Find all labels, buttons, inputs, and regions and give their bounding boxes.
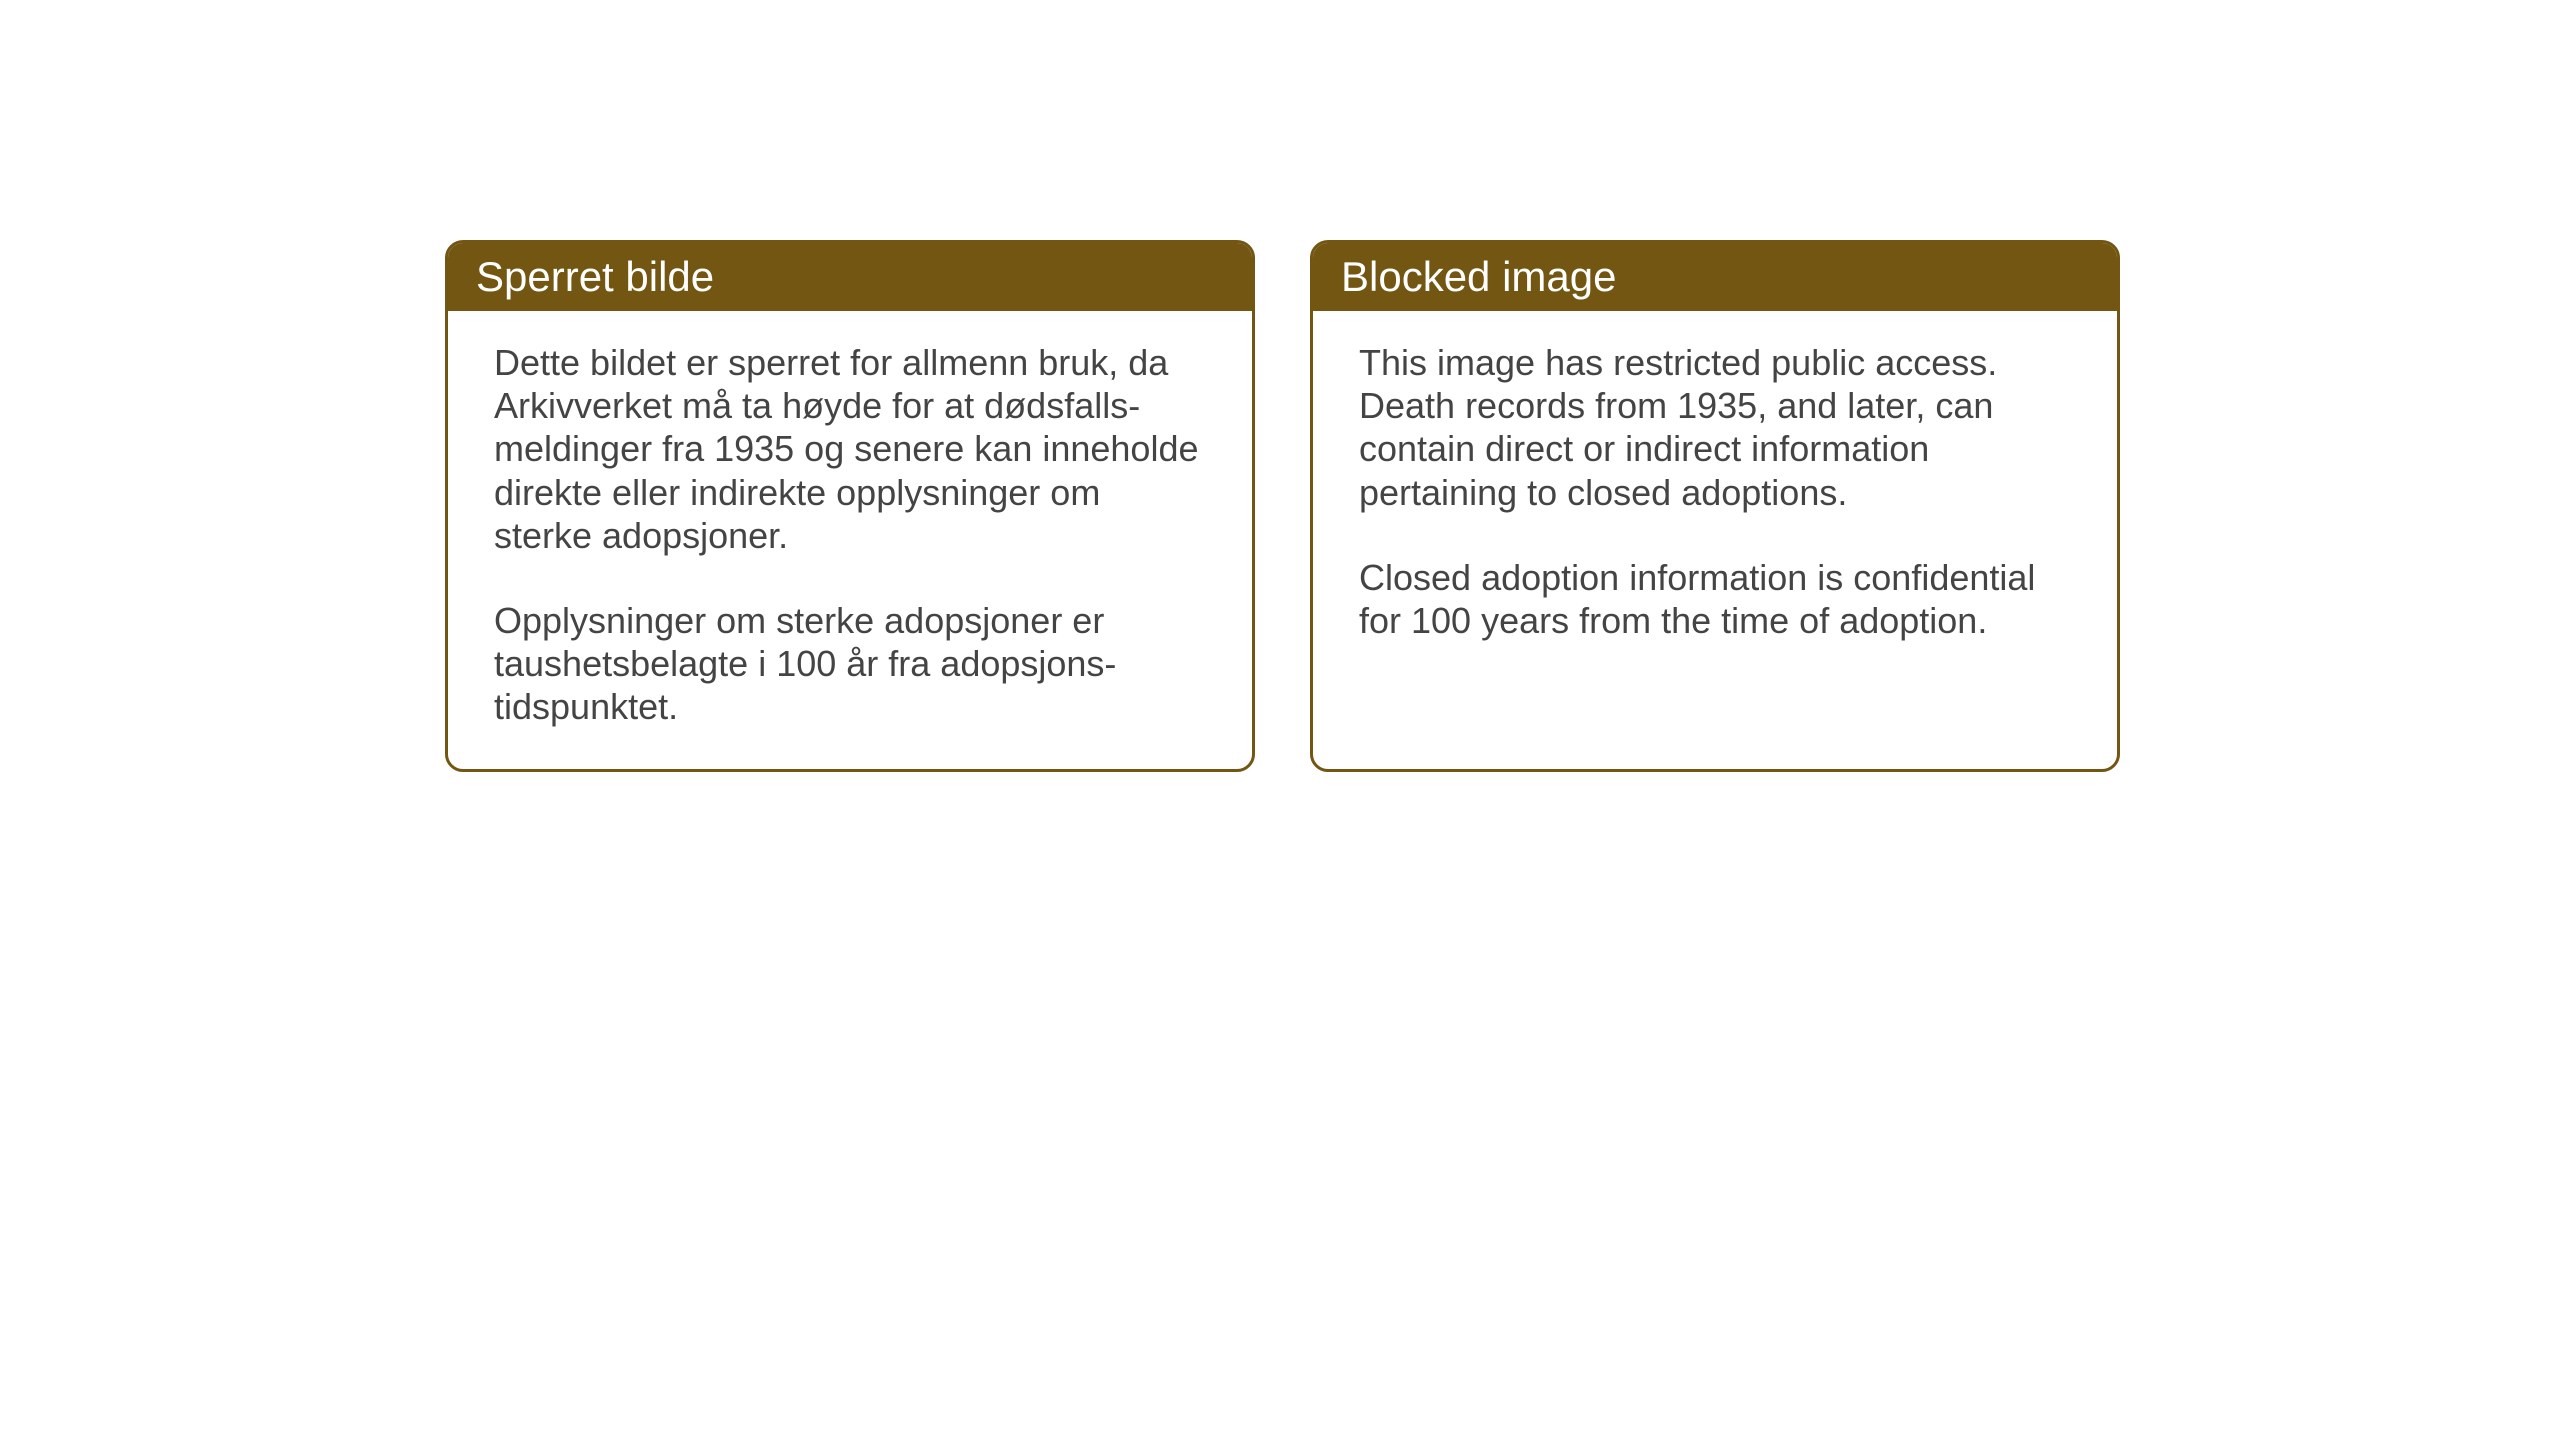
english-card-body: This image has restricted public access.…	[1313, 311, 2117, 682]
norwegian-card-title: Sperret bilde	[476, 253, 714, 300]
norwegian-card: Sperret bilde Dette bildet er sperret fo…	[445, 240, 1255, 772]
norwegian-paragraph-2: Opplysninger om sterke adopsjoner er tau…	[494, 599, 1206, 729]
english-card-header: Blocked image	[1313, 243, 2117, 311]
norwegian-paragraph-1: Dette bildet er sperret for allmenn bruk…	[494, 341, 1206, 557]
english-paragraph-1: This image has restricted public access.…	[1359, 341, 2071, 514]
english-card: Blocked image This image has restricted …	[1310, 240, 2120, 772]
english-paragraph-2: Closed adoption information is confident…	[1359, 556, 2071, 642]
norwegian-card-body: Dette bildet er sperret for allmenn bruk…	[448, 311, 1252, 769]
english-card-title: Blocked image	[1341, 253, 1616, 300]
norwegian-card-header: Sperret bilde	[448, 243, 1252, 311]
cards-container: Sperret bilde Dette bildet er sperret fo…	[0, 0, 2560, 772]
